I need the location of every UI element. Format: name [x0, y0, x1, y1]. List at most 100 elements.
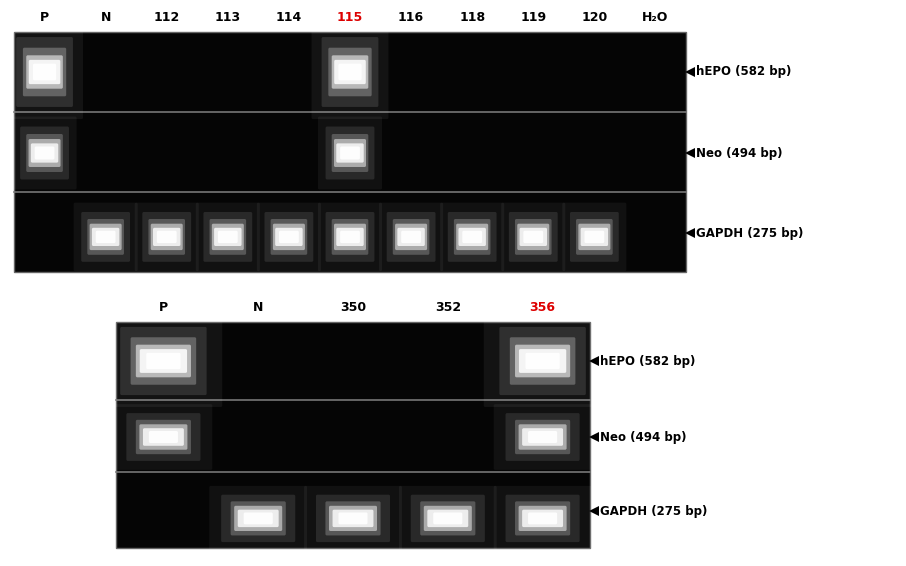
FancyBboxPatch shape [506, 413, 580, 461]
FancyBboxPatch shape [393, 219, 429, 255]
FancyBboxPatch shape [398, 228, 425, 246]
Text: hEPO (582 bp): hEPO (582 bp) [696, 66, 791, 79]
FancyBboxPatch shape [279, 231, 299, 243]
FancyBboxPatch shape [454, 219, 490, 255]
FancyBboxPatch shape [448, 212, 496, 262]
FancyBboxPatch shape [157, 231, 177, 243]
Text: P: P [40, 11, 49, 24]
FancyBboxPatch shape [387, 212, 436, 262]
FancyBboxPatch shape [484, 315, 602, 407]
FancyBboxPatch shape [33, 63, 56, 80]
FancyBboxPatch shape [522, 510, 563, 527]
FancyBboxPatch shape [92, 228, 120, 246]
FancyBboxPatch shape [339, 512, 368, 524]
FancyBboxPatch shape [379, 203, 443, 271]
FancyBboxPatch shape [332, 219, 369, 255]
FancyBboxPatch shape [524, 231, 544, 243]
Text: N: N [253, 301, 264, 314]
FancyBboxPatch shape [140, 349, 187, 373]
Text: H₂O: H₂O [642, 11, 669, 24]
FancyBboxPatch shape [499, 327, 586, 395]
FancyBboxPatch shape [329, 506, 377, 531]
Text: Neo (494 bp): Neo (494 bp) [696, 147, 783, 160]
FancyBboxPatch shape [135, 203, 198, 271]
FancyBboxPatch shape [316, 495, 390, 542]
FancyBboxPatch shape [340, 147, 360, 160]
FancyBboxPatch shape [96, 231, 116, 243]
FancyBboxPatch shape [519, 228, 547, 246]
FancyBboxPatch shape [136, 420, 191, 454]
FancyBboxPatch shape [494, 404, 592, 470]
FancyBboxPatch shape [221, 495, 295, 542]
Text: GAPDH (275 bp): GAPDH (275 bp) [600, 504, 708, 517]
FancyBboxPatch shape [528, 431, 557, 443]
FancyBboxPatch shape [90, 224, 121, 250]
FancyBboxPatch shape [325, 212, 374, 262]
FancyBboxPatch shape [196, 203, 260, 271]
Text: 119: 119 [520, 11, 546, 24]
FancyBboxPatch shape [494, 486, 592, 551]
FancyBboxPatch shape [153, 228, 180, 246]
FancyBboxPatch shape [328, 48, 371, 96]
FancyBboxPatch shape [325, 501, 381, 535]
FancyBboxPatch shape [34, 147, 54, 160]
FancyBboxPatch shape [519, 349, 566, 373]
FancyBboxPatch shape [29, 60, 61, 84]
FancyBboxPatch shape [457, 224, 488, 250]
FancyBboxPatch shape [340, 231, 360, 243]
FancyBboxPatch shape [13, 117, 77, 190]
FancyBboxPatch shape [401, 231, 421, 243]
FancyBboxPatch shape [334, 60, 366, 84]
FancyBboxPatch shape [23, 48, 66, 96]
FancyBboxPatch shape [515, 219, 552, 255]
Text: 114: 114 [275, 11, 302, 24]
FancyBboxPatch shape [257, 203, 321, 271]
FancyBboxPatch shape [458, 228, 486, 246]
FancyBboxPatch shape [28, 139, 61, 167]
FancyBboxPatch shape [515, 501, 570, 535]
FancyBboxPatch shape [114, 404, 212, 470]
FancyBboxPatch shape [581, 228, 608, 246]
FancyBboxPatch shape [515, 420, 570, 454]
FancyBboxPatch shape [312, 25, 389, 119]
FancyBboxPatch shape [506, 495, 580, 542]
FancyBboxPatch shape [332, 55, 369, 89]
FancyBboxPatch shape [304, 486, 402, 551]
FancyBboxPatch shape [204, 212, 252, 262]
FancyBboxPatch shape [333, 510, 373, 527]
FancyBboxPatch shape [318, 203, 382, 271]
FancyBboxPatch shape [515, 345, 570, 378]
Text: hEPO (582 bp): hEPO (582 bp) [600, 354, 696, 367]
FancyBboxPatch shape [20, 127, 69, 179]
FancyBboxPatch shape [126, 413, 200, 461]
Text: 113: 113 [215, 11, 241, 24]
FancyBboxPatch shape [265, 212, 313, 262]
FancyBboxPatch shape [73, 203, 138, 271]
FancyBboxPatch shape [334, 139, 366, 167]
FancyBboxPatch shape [501, 203, 565, 271]
FancyBboxPatch shape [237, 510, 279, 527]
FancyBboxPatch shape [130, 337, 197, 385]
FancyBboxPatch shape [325, 127, 374, 179]
FancyBboxPatch shape [136, 345, 191, 378]
FancyBboxPatch shape [410, 495, 485, 542]
FancyBboxPatch shape [424, 506, 472, 531]
FancyBboxPatch shape [433, 512, 462, 524]
FancyBboxPatch shape [395, 224, 427, 250]
FancyBboxPatch shape [149, 219, 185, 255]
FancyBboxPatch shape [578, 224, 611, 250]
FancyBboxPatch shape [149, 431, 178, 443]
FancyBboxPatch shape [570, 212, 619, 262]
Text: 115: 115 [337, 11, 363, 24]
FancyBboxPatch shape [209, 486, 307, 551]
FancyBboxPatch shape [336, 228, 363, 246]
FancyBboxPatch shape [271, 219, 307, 255]
Text: GAPDH (275 bp): GAPDH (275 bp) [696, 226, 804, 239]
FancyBboxPatch shape [517, 224, 549, 250]
FancyBboxPatch shape [509, 212, 558, 262]
FancyBboxPatch shape [318, 117, 382, 190]
FancyBboxPatch shape [336, 143, 363, 162]
FancyBboxPatch shape [214, 228, 242, 246]
FancyBboxPatch shape [339, 63, 361, 80]
FancyBboxPatch shape [120, 327, 207, 395]
